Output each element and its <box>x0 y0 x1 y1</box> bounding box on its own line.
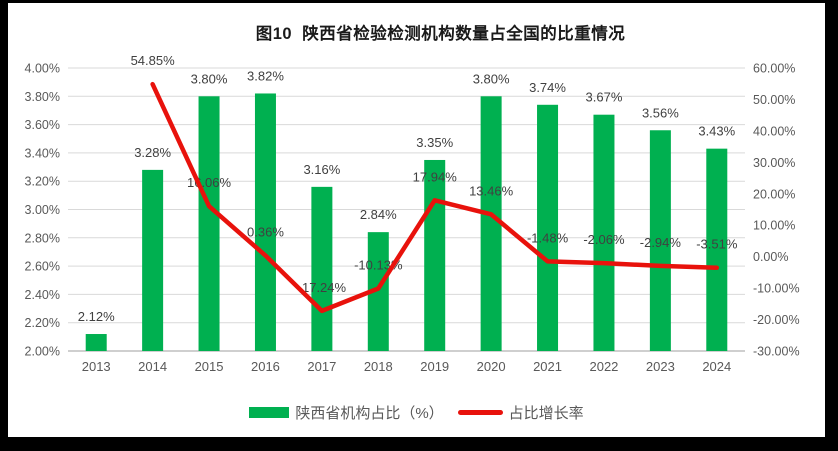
left-axis-tick: 3.80% <box>25 90 60 104</box>
right-axis-tick: -30.00% <box>753 345 800 359</box>
left-axis-tick: 2.20% <box>25 316 60 330</box>
bar-label: 3.80% <box>473 71 510 86</box>
legend: 陕西省机构占比（%） 占比增长率 <box>8 402 825 423</box>
line-series-swatch-icon <box>457 410 503 415</box>
right-axis-tick: 0.00% <box>753 250 788 264</box>
left-axis-tick: 3.00% <box>25 203 60 217</box>
left-axis-tick: 3.60% <box>25 118 60 132</box>
legend-label-line: 占比增长率 <box>508 405 584 422</box>
legend-entry-line: 占比增长率 <box>457 402 584 423</box>
bar <box>649 130 671 351</box>
right-axis-tick: -20.00% <box>753 313 800 327</box>
bar-label: 3.74% <box>529 80 566 95</box>
left-axis-tick: 3.40% <box>25 146 60 160</box>
right-axis-tick: 30.00% <box>753 156 795 170</box>
line-label: -1.48% <box>527 230 569 245</box>
left-axis-tick: 2.00% <box>25 345 60 359</box>
bar <box>85 334 107 351</box>
growth-line <box>150 81 720 314</box>
x-axis-label: 2019 <box>420 359 449 374</box>
bar <box>311 186 333 351</box>
plot-svg: 4.00% 3.80% 3.60% 3.40% 3.20% 3.00% 2.80% 2.60%… <box>25 53 800 374</box>
bar-label: 3.82% <box>247 68 284 83</box>
right-axis-tick: 10.00% <box>753 219 795 233</box>
x-axis-label: 2017 <box>307 359 336 374</box>
bar-label: 3.43% <box>698 124 735 139</box>
x-axis-label: 2018 <box>364 359 393 374</box>
x-axis-label: 2016 <box>251 359 280 374</box>
bar <box>142 169 164 351</box>
right-axis-tick: -10.00% <box>753 282 800 296</box>
x-axis-label: 2024 <box>702 359 731 374</box>
bar <box>537 104 559 351</box>
right-axis-tick: 20.00% <box>753 187 795 201</box>
bar-label: 3.80% <box>191 71 228 86</box>
bar-label: 3.16% <box>303 162 340 177</box>
chart-title: 图10 陕西省检验检测机构数量占全国的比重情况 <box>255 25 626 43</box>
left-axis-tick: 2.60% <box>25 260 60 274</box>
line-label: -2.06% <box>583 232 625 247</box>
legend-entry-bars: 陕西省机构占比（%） <box>249 402 444 423</box>
bar <box>706 148 728 351</box>
left-axis-tick: 2.40% <box>25 288 60 302</box>
x-axis-label: 2014 <box>138 359 167 374</box>
bar-label: 3.56% <box>642 105 679 120</box>
bar-label: 3.35% <box>416 135 453 150</box>
bar-label: 3.67% <box>586 90 623 105</box>
line-label: -17.24% <box>298 280 347 295</box>
bar <box>367 232 389 351</box>
bar <box>424 159 446 351</box>
bar-series-swatch-icon <box>249 407 290 418</box>
legend-label-bars: 陕西省机构占比（%） <box>295 405 444 422</box>
bar <box>254 93 276 351</box>
left-axis-tick: 2.80% <box>25 231 60 245</box>
line-label: 0.36% <box>247 225 284 240</box>
x-axis-label: 2023 <box>646 359 675 374</box>
bar <box>593 114 615 351</box>
line-label: 13.46% <box>469 183 514 198</box>
line-label: -3.51% <box>696 237 738 252</box>
line-label: -2.94% <box>640 235 682 250</box>
x-axis-label: 2022 <box>589 359 618 374</box>
left-axis-tick: 3.20% <box>25 175 60 189</box>
chart-panel: 4.00% 3.80% 3.60% 3.40% 3.20% 3.00% 2.80% 2.60%… <box>8 3 825 437</box>
right-axis-tick: 60.00% <box>753 62 795 76</box>
bar-label: 3.28% <box>134 145 171 160</box>
bar <box>198 96 220 351</box>
line-label: 17.94% <box>413 169 458 184</box>
x-axis-label: 2021 <box>533 359 562 374</box>
bar <box>480 96 502 351</box>
x-axis-label: 2013 <box>82 359 111 374</box>
x-axis-label: 2020 <box>477 359 506 374</box>
left-axis-tick: 4.00% <box>25 62 60 76</box>
right-axis-tick: 40.00% <box>753 124 795 138</box>
x-axis-label: 2015 <box>195 359 224 374</box>
bar-label: 2.12% <box>78 309 115 324</box>
line-label: 54.85% <box>131 53 176 68</box>
bar-label: 2.84% <box>360 207 397 222</box>
right-axis-tick: 50.00% <box>753 93 795 107</box>
